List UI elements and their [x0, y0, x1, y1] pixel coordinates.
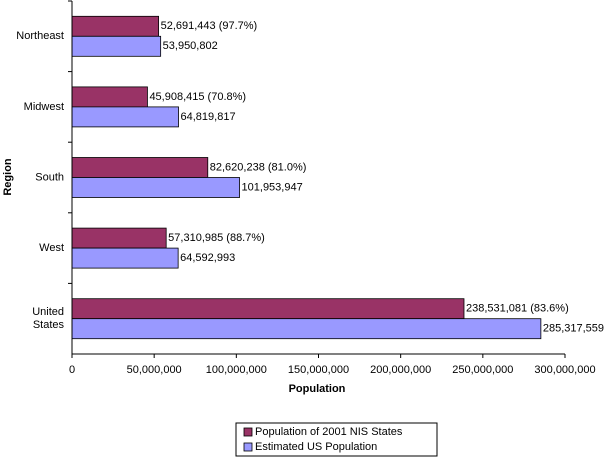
bar — [71, 15, 159, 37]
y-tick-label: United States — [32, 306, 64, 331]
y-axis-title: Region — [2, 158, 14, 196]
value-label: 285,317,559 — [543, 323, 604, 335]
value-label: 64,592,993 — [180, 252, 235, 264]
value-label: 52,691,443 (97.7%) — [161, 20, 258, 32]
value-label: 57,310,985 (88.7%) — [168, 232, 265, 244]
value-label: 238,531,081 (83.6%) — [466, 303, 569, 315]
value-label: 101,953,947 — [242, 181, 303, 193]
legend-label: Population of 2001 NIS States — [255, 426, 403, 438]
x-axis-title: Population — [289, 383, 346, 395]
x-tick-label: 0 — [69, 364, 75, 376]
y-tick-label: South — [35, 171, 64, 183]
legend-swatch — [243, 442, 253, 452]
x-tick-label: 300,000,000 — [534, 364, 595, 376]
x-tick-label: 100,000,000 — [206, 364, 267, 376]
value-label: 64,819,817 — [181, 111, 236, 123]
y-tick-label: Northeast — [16, 30, 64, 42]
x-tick-label: 150,000,000 — [288, 364, 349, 376]
bar — [71, 35, 162, 57]
value-label: 45,908,415 (70.8%) — [149, 91, 246, 103]
legend-label: Estimated US Population — [255, 441, 377, 453]
x-tick-label: 200,000,000 — [370, 364, 431, 376]
bar — [71, 157, 209, 178]
x-tick-label: 250,000,000 — [452, 364, 513, 376]
value-label: 53,950,802 — [163, 40, 218, 52]
bar — [71, 106, 179, 128]
bar — [71, 177, 240, 198]
legend-swatch — [243, 427, 253, 437]
y-tick-label: West — [39, 242, 64, 254]
x-tick-label: 50,000,000 — [127, 364, 182, 376]
value-label: 82,620,238 (81.0%) — [210, 161, 307, 173]
y-tick-label: Midwest — [24, 101, 64, 113]
bar — [71, 318, 542, 340]
legend-box — [235, 422, 438, 457]
bar — [71, 298, 465, 320]
bar — [71, 247, 179, 269]
bar — [71, 227, 167, 249]
bar — [71, 86, 148, 108]
